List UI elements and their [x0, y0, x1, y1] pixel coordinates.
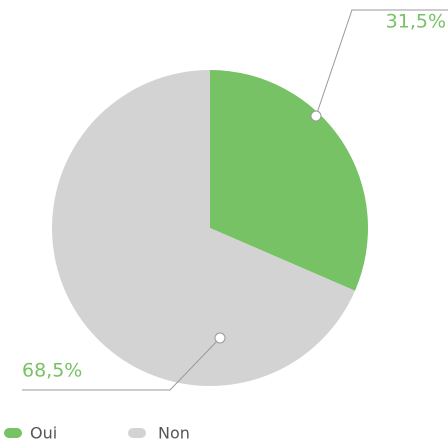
callout-line — [22, 337, 221, 391]
value-label: 31,5% — [386, 11, 446, 33]
pie-slice — [52, 70, 356, 386]
legend-label: Non — [158, 424, 190, 441]
callout-line — [315, 9, 448, 117]
legend-label: Oui — [30, 424, 57, 441]
legend-swatch — [4, 428, 22, 438]
pie-slice — [210, 70, 368, 291]
callout-dot — [214, 332, 226, 344]
callout-dot — [310, 110, 322, 122]
value-label: 68,5% — [22, 360, 82, 382]
legend-swatch — [128, 428, 146, 438]
